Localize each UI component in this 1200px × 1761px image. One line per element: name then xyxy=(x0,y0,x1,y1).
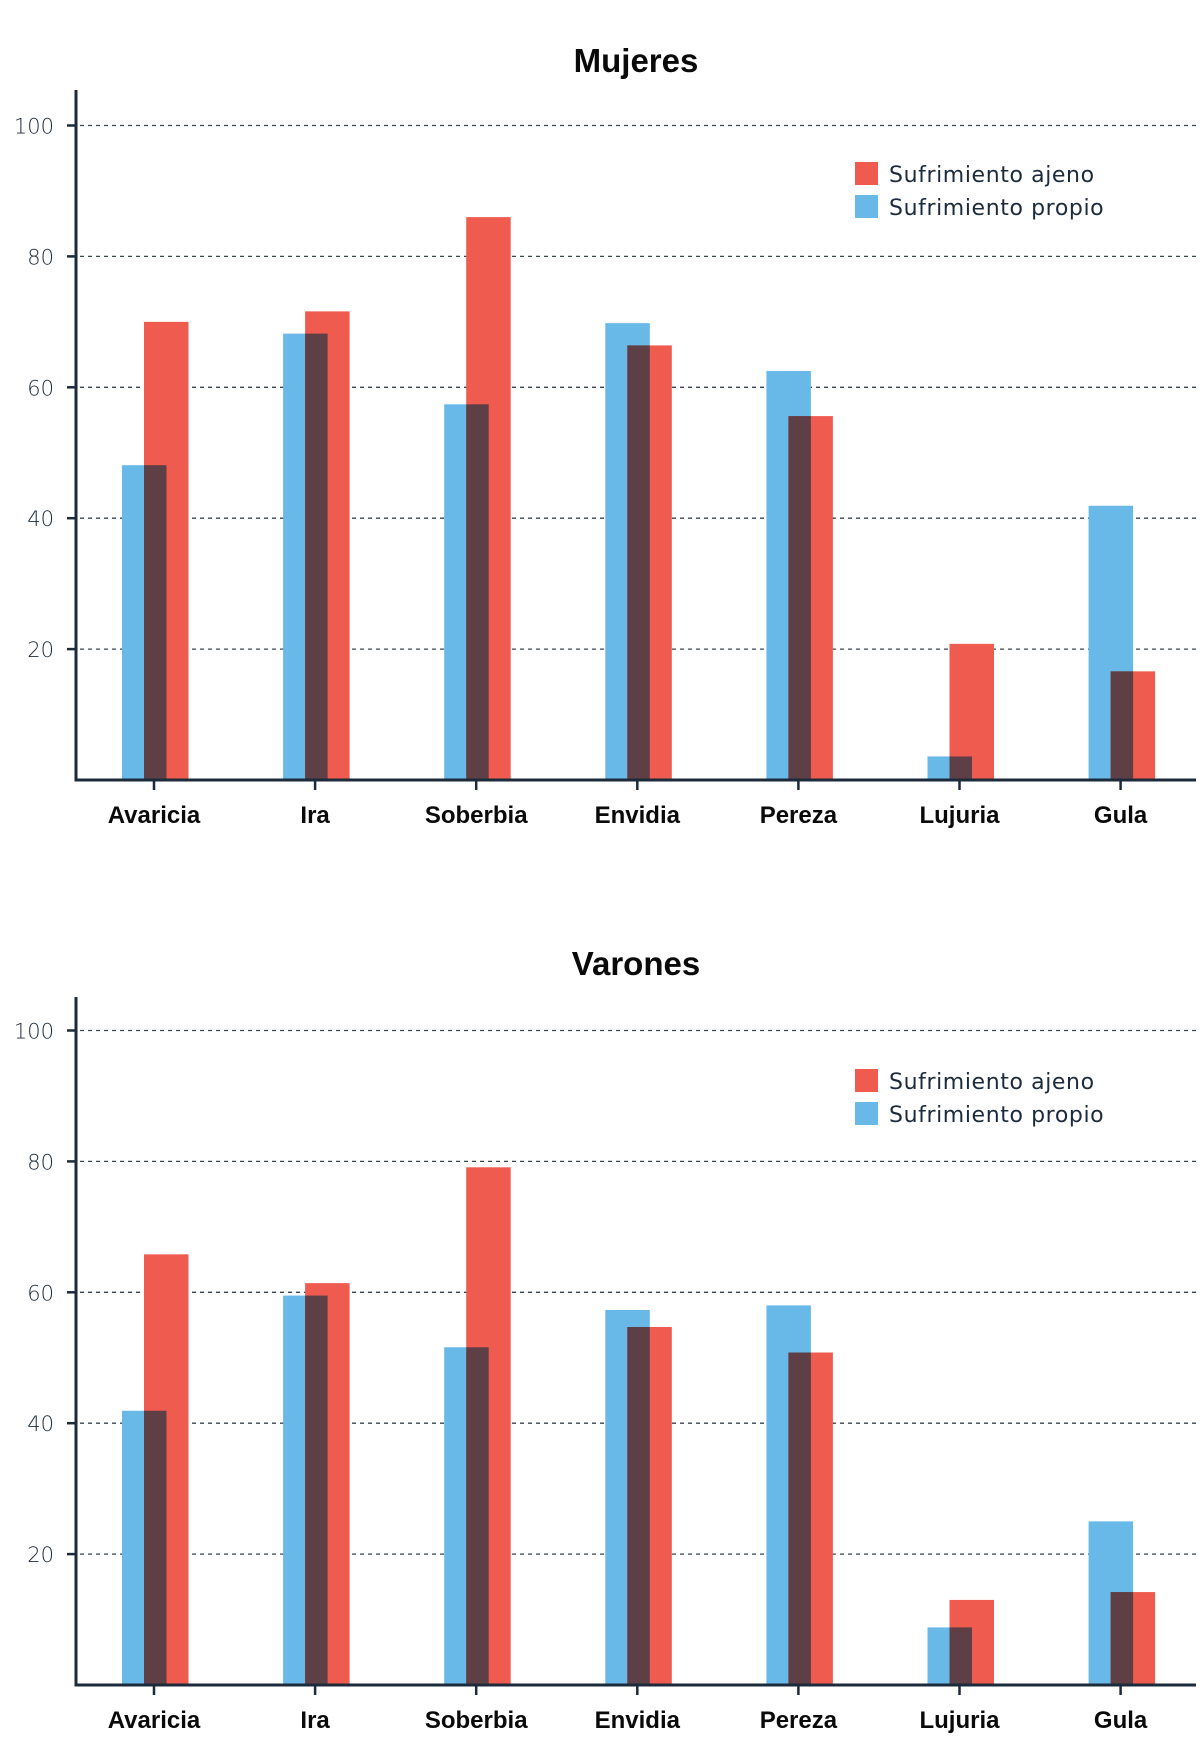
legend-swatch-propio xyxy=(855,1102,878,1125)
bar-overlap xyxy=(305,1295,328,1685)
y-tick-label: 80 xyxy=(27,245,54,269)
x-tick-label: Avaricia xyxy=(108,802,201,829)
y-tick-label: 100 xyxy=(14,1020,54,1044)
y-tick-label: 60 xyxy=(27,376,54,400)
x-tick-label: Pereza xyxy=(760,1707,838,1734)
x-tick-label: Lujuria xyxy=(919,802,1000,829)
x-tick-label: Gula xyxy=(1094,802,1148,829)
bar-overlap xyxy=(1110,671,1134,780)
legend-label-ajeno: Sufrimiento ajeno xyxy=(889,163,1095,188)
x-tick-label: Gula xyxy=(1094,1707,1148,1734)
bar-overlap xyxy=(949,1627,972,1685)
legend-label-ajeno: Sufrimiento ajeno xyxy=(889,1070,1095,1095)
bar-overlap xyxy=(627,345,650,780)
legend-label-propio: Sufrimiento propio xyxy=(889,1103,1104,1128)
legend-label-propio: Sufrimiento propio xyxy=(889,196,1104,221)
x-tick-label: Soberbia xyxy=(425,802,528,829)
bar-overlap xyxy=(466,404,489,780)
legend: Sufrimiento ajeno Sufrimiento propio xyxy=(855,1069,1104,1128)
bar-overlap xyxy=(144,1410,167,1685)
legend-swatch-ajeno xyxy=(855,1069,878,1092)
y-tick-label: 60 xyxy=(27,1281,54,1305)
y-tick-label: 20 xyxy=(27,638,54,662)
legend-swatch-ajeno xyxy=(855,162,878,185)
y-tick-label: 40 xyxy=(27,1412,54,1436)
x-tick-label: Ira xyxy=(300,802,330,829)
bar-overlap xyxy=(949,756,972,780)
x-tick-label: Avaricia xyxy=(108,1707,201,1734)
x-tick-label: Envidia xyxy=(595,1707,681,1734)
legend-swatch-propio xyxy=(855,195,878,218)
bar-overlap xyxy=(1110,1592,1134,1685)
x-tick-label: Lujuria xyxy=(919,1707,1000,1734)
bar-overlap xyxy=(305,333,328,780)
x-tick-label: Envidia xyxy=(595,802,681,829)
y-tick-label: 80 xyxy=(27,1150,54,1174)
bar-overlap xyxy=(144,465,167,780)
bar-overlap xyxy=(788,416,811,780)
x-tick-label: Pereza xyxy=(760,802,838,829)
chart-title: Mujeres xyxy=(574,42,699,79)
bar-overlap xyxy=(788,1352,811,1685)
chart-mujeres: Mujeres 20 40 60 80 100 Avaricia Ira Soberbia Env… xyxy=(14,42,1196,829)
chart-title: Varones xyxy=(572,945,700,982)
legend: Sufrimiento ajeno Sufrimiento propio xyxy=(855,162,1104,221)
x-tick-label: Soberbia xyxy=(425,1707,528,1734)
chart-varones: Varones 20 40 60 80 100 Avaricia Ira Soberbia Env… xyxy=(14,945,1196,1734)
x-tick-label: Ira xyxy=(300,1707,330,1734)
y-tick-label: 100 xyxy=(14,115,54,139)
bar-overlap xyxy=(466,1347,489,1685)
bar-overlap xyxy=(627,1326,650,1685)
y-tick-label: 20 xyxy=(27,1543,54,1567)
y-tick-label: 40 xyxy=(27,507,54,531)
